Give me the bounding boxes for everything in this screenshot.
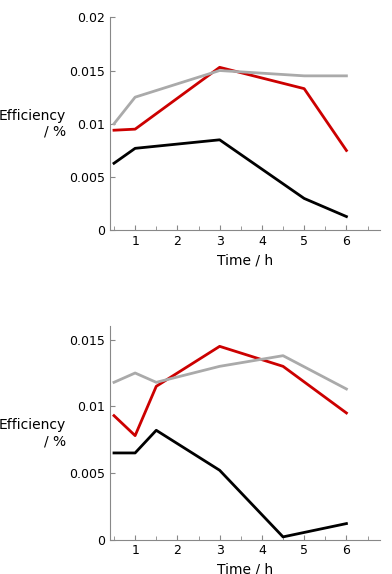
Y-axis label: Efficiency
/ %: Efficiency / % <box>0 418 66 448</box>
X-axis label: Time / h: Time / h <box>217 563 273 574</box>
Y-axis label: Efficiency
/ %: Efficiency / % <box>0 108 66 139</box>
X-axis label: Time / h: Time / h <box>217 254 273 268</box>
